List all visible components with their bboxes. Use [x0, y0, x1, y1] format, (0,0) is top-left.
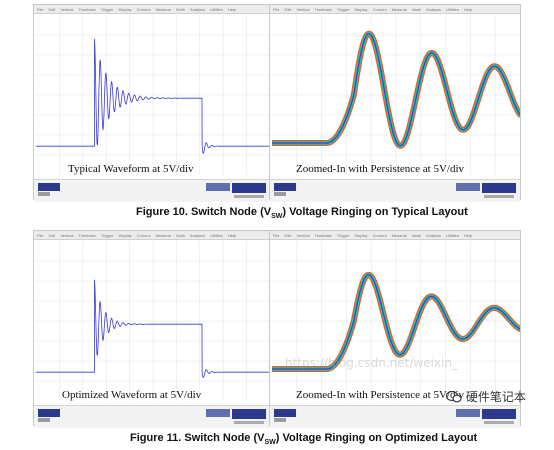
menu-edit[interactable]: Edit — [284, 232, 292, 238]
figure-11: File Edit Vertical Timebase Trigger Disp… — [33, 230, 521, 428]
figure-11-caption: Figure 11. Switch Node (VSW) Voltage Rin… — [130, 432, 478, 447]
menu-cursors[interactable]: Cursors — [136, 232, 151, 238]
menu-edit[interactable]: Edit — [48, 6, 56, 12]
menu-math[interactable]: Math — [176, 232, 186, 238]
menu-analysis[interactable]: Analysis — [426, 232, 441, 238]
menu-timebase[interactable]: Timebase — [78, 232, 96, 238]
waveform-label-zoomed-optimized: Zoomed-In with Persistence at 5V/div — [296, 389, 465, 401]
wechat-icon — [445, 390, 462, 403]
menu-vertical[interactable]: Vertical — [60, 6, 74, 12]
waveform-plot-typical — [36, 15, 270, 175]
scope-menubar: File Edit Vertical Timebase Trigger Disp… — [34, 5, 270, 14]
watermark-url: https://blog.csdn.net/weixin_ — [285, 356, 458, 370]
menu-file[interactable]: File — [273, 232, 280, 238]
menu-analysis[interactable]: Analysis — [190, 232, 205, 238]
menu-trigger[interactable]: Trigger — [336, 6, 350, 12]
scope-window-optimized: File Edit Vertical Timebase Trigger Disp… — [33, 230, 271, 428]
menu-file[interactable]: File — [37, 232, 44, 238]
menu-measure[interactable]: Measure — [391, 232, 408, 238]
menu-cursors[interactable]: Cursors — [372, 232, 387, 238]
waveform-plot-zoomed-optimized — [272, 241, 520, 401]
menu-measure[interactable]: Measure — [155, 232, 172, 238]
scope-statusbar — [34, 405, 270, 428]
scope-window-zoomed-typical: File Edit Vertical Timebase Trigger Disp… — [269, 4, 521, 202]
waveform-plot-optimized — [36, 241, 270, 401]
waveform-label-typical: Typical Waveform at 5V/div — [68, 163, 194, 175]
menu-help[interactable]: Help — [463, 6, 473, 12]
menu-display[interactable]: Display — [354, 6, 368, 12]
scope-window-zoomed-optimized: File Edit Vertical Timebase Trigger Disp… — [269, 230, 521, 428]
menu-utilities[interactable]: Utilities — [445, 6, 459, 12]
menu-trigger[interactable]: Trigger — [336, 232, 350, 238]
typical-waveform-trace — [36, 15, 270, 175]
scope-menubar: File Edit Vertical Timebase Trigger Disp… — [270, 231, 520, 240]
menu-math[interactable]: Math — [412, 6, 422, 12]
menu-file[interactable]: File — [273, 6, 280, 12]
persistence-trace-typical — [272, 15, 520, 175]
scope-menubar: File Edit Vertical Timebase Trigger Disp… — [270, 5, 520, 14]
menu-edit[interactable]: Edit — [48, 232, 56, 238]
menu-display[interactable]: Display — [118, 6, 132, 12]
menu-edit[interactable]: Edit — [284, 6, 292, 12]
menu-display[interactable]: Display — [118, 232, 132, 238]
scope-menubar: File Edit Vertical Timebase Trigger Disp… — [34, 231, 270, 240]
menu-trigger[interactable]: Trigger — [100, 6, 114, 12]
menu-timebase[interactable]: Timebase — [314, 6, 332, 12]
waveform-label-zoomed-typical: Zoomed-In with Persistence at 5V/div — [296, 163, 465, 175]
figure-10-caption: Figure 10. Switch Node (VSW) Voltage Rin… — [136, 206, 468, 221]
menu-help[interactable]: Help — [463, 232, 473, 238]
waveform-plot-zoomed-typical — [272, 15, 520, 175]
menu-vertical[interactable]: Vertical — [296, 6, 310, 12]
figure-10: File Edit Vertical Timebase Trigger Disp… — [33, 4, 521, 202]
menu-file[interactable]: File — [37, 6, 44, 12]
menu-math[interactable]: Math — [412, 232, 422, 238]
menu-help[interactable]: Help — [227, 6, 237, 12]
optimized-waveform-trace — [36, 241, 270, 401]
menu-vertical[interactable]: Vertical — [296, 232, 310, 238]
menu-analysis[interactable]: Analysis — [190, 6, 205, 12]
watermark-text: 硬件笔记本 — [465, 390, 526, 404]
scope-statusbar — [270, 179, 520, 202]
scope-window-typical: File Edit Vertical Timebase Trigger Disp… — [33, 4, 271, 202]
menu-measure[interactable]: Measure — [391, 6, 408, 12]
menu-timebase[interactable]: Timebase — [314, 232, 332, 238]
scope-statusbar — [34, 179, 270, 202]
menu-measure[interactable]: Measure — [155, 6, 172, 12]
menu-help[interactable]: Help — [227, 232, 237, 238]
menu-vertical[interactable]: Vertical — [60, 232, 74, 238]
menu-cursors[interactable]: Cursors — [372, 6, 387, 12]
menu-display[interactable]: Display — [354, 232, 368, 238]
persistence-trace-optimized — [272, 241, 520, 401]
menu-timebase[interactable]: Timebase — [78, 6, 96, 12]
watermark-logo: 硬件笔记本 — [445, 388, 526, 405]
menu-utilities[interactable]: Utilities — [209, 232, 223, 238]
menu-utilities[interactable]: Utilities — [445, 232, 459, 238]
scope-statusbar — [270, 405, 520, 428]
menu-math[interactable]: Math — [176, 6, 186, 12]
waveform-label-optimized: Optimized Waveform at 5V/div — [62, 389, 202, 401]
menu-analysis[interactable]: Analysis — [426, 6, 441, 12]
menu-cursors[interactable]: Cursors — [136, 6, 151, 12]
menu-trigger[interactable]: Trigger — [100, 232, 114, 238]
menu-utilities[interactable]: Utilities — [209, 6, 223, 12]
